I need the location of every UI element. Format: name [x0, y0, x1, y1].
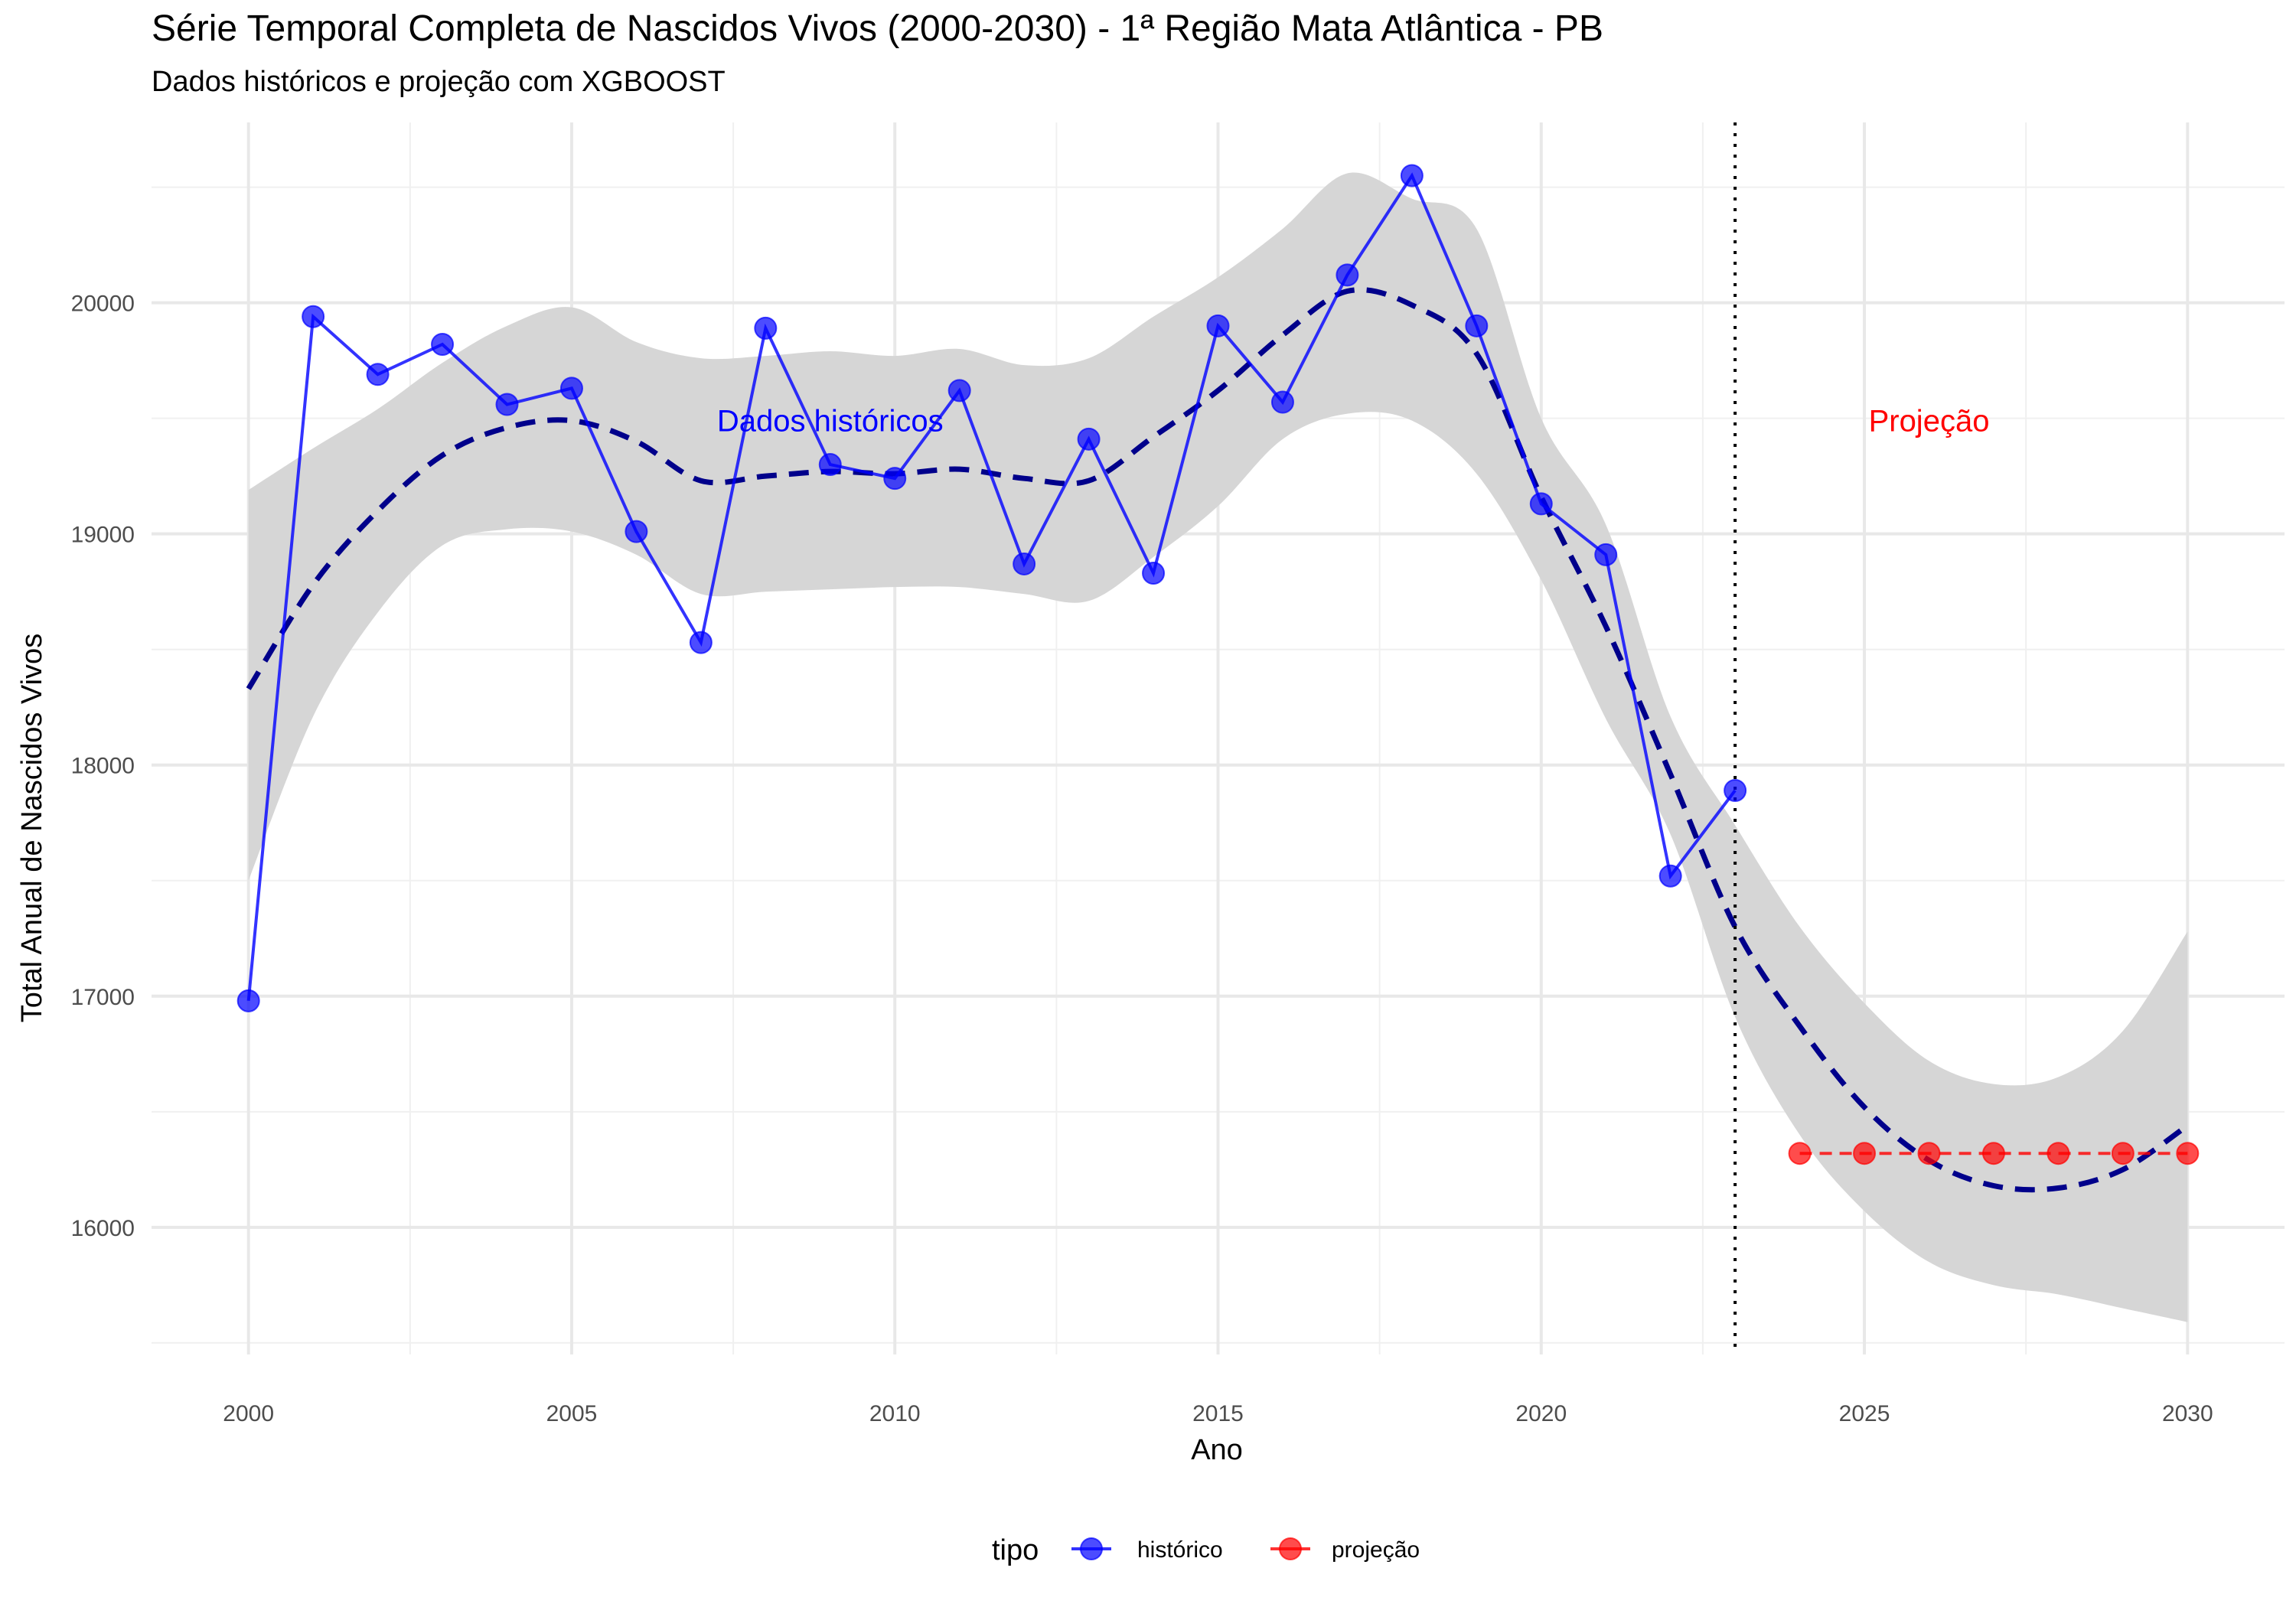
x-tick-label: 2020: [1515, 1401, 1567, 1426]
chart-title: Série Temporal Completa de Nascidos Vivo…: [152, 8, 1603, 49]
legend-title: tipo: [992, 1534, 1039, 1566]
historical-point: [1594, 543, 1618, 566]
projection-point: [1981, 1142, 2005, 1165]
legend-key-marker: [1279, 1537, 1302, 1560]
historical-point: [1077, 427, 1101, 451]
historical-point: [1013, 552, 1036, 575]
historical-point: [495, 393, 519, 416]
x-tick-label: 2025: [1839, 1401, 1890, 1426]
projection-point: [2176, 1142, 2200, 1165]
historical-point: [689, 631, 713, 654]
historical-point: [754, 316, 778, 340]
x-tick-label: 2030: [2162, 1401, 2213, 1426]
historical-point: [1724, 778, 1747, 802]
historical-point: [366, 363, 390, 386]
x-tick-label: 2005: [546, 1401, 598, 1426]
y-tick-label: 19000: [71, 523, 135, 548]
y-tick-label: 18000: [71, 754, 135, 779]
legend-key-marker: [1080, 1537, 1103, 1560]
y-tick-label: 20000: [71, 292, 135, 317]
historical-point: [947, 379, 971, 403]
projection-point: [1917, 1142, 1941, 1165]
annotation-label: Dados históricos: [717, 405, 944, 438]
historical-point: [1465, 314, 1489, 337]
x-tick-label: 2015: [1192, 1401, 1244, 1426]
historical-point: [236, 989, 260, 1012]
historical-point: [1206, 314, 1230, 337]
legend-label: histórico: [1137, 1537, 1223, 1563]
tick-labels: 2000 2005 2010 2015 2020 2025 2030 16000 17000 18…: [71, 292, 2213, 1426]
historical-point: [431, 332, 455, 356]
legend: tipo histórico projeção: [992, 1534, 1420, 1566]
confidence-band: [248, 172, 2188, 1322]
annotations: Dados históricos Projeção: [717, 405, 1990, 438]
projection-point: [2047, 1142, 2070, 1165]
trend-layer: [246, 287, 2190, 1193]
historical-point: [559, 376, 583, 400]
historical-point: [1270, 390, 1294, 414]
series-layer: [236, 164, 2200, 1165]
historical-point: [1658, 864, 1682, 888]
y-tick-label: 16000: [71, 1216, 135, 1241]
confidence-band-layer: [248, 172, 2188, 1322]
y-tick-label: 17000: [71, 985, 135, 1010]
historical-point: [1529, 492, 1553, 516]
projection-point: [2111, 1142, 2135, 1165]
annotation-label: Projeção: [1869, 405, 1990, 438]
projection-point: [1853, 1142, 1877, 1165]
x-axis-label: Ano: [1191, 1434, 1243, 1466]
chart-subtitle: Dados históricos e projeção com XGBOOST: [152, 66, 726, 98]
historical-point: [1400, 164, 1424, 187]
historical-point: [1142, 562, 1166, 585]
x-tick-label: 2000: [223, 1401, 274, 1426]
projection-point: [1788, 1142, 1812, 1165]
historical-point: [883, 467, 907, 491]
trend-line: [246, 287, 2190, 1193]
historical-point: [818, 453, 842, 477]
historical-line: [246, 172, 1737, 1002]
legend-label: projeção: [1332, 1537, 1420, 1563]
historical-point: [302, 305, 325, 328]
y-axis-label: Total Anual de Nascidos Vivos: [16, 634, 48, 1022]
historical-point: [1336, 263, 1359, 287]
historical-point: [625, 520, 648, 543]
x-tick-label: 2010: [869, 1401, 921, 1426]
